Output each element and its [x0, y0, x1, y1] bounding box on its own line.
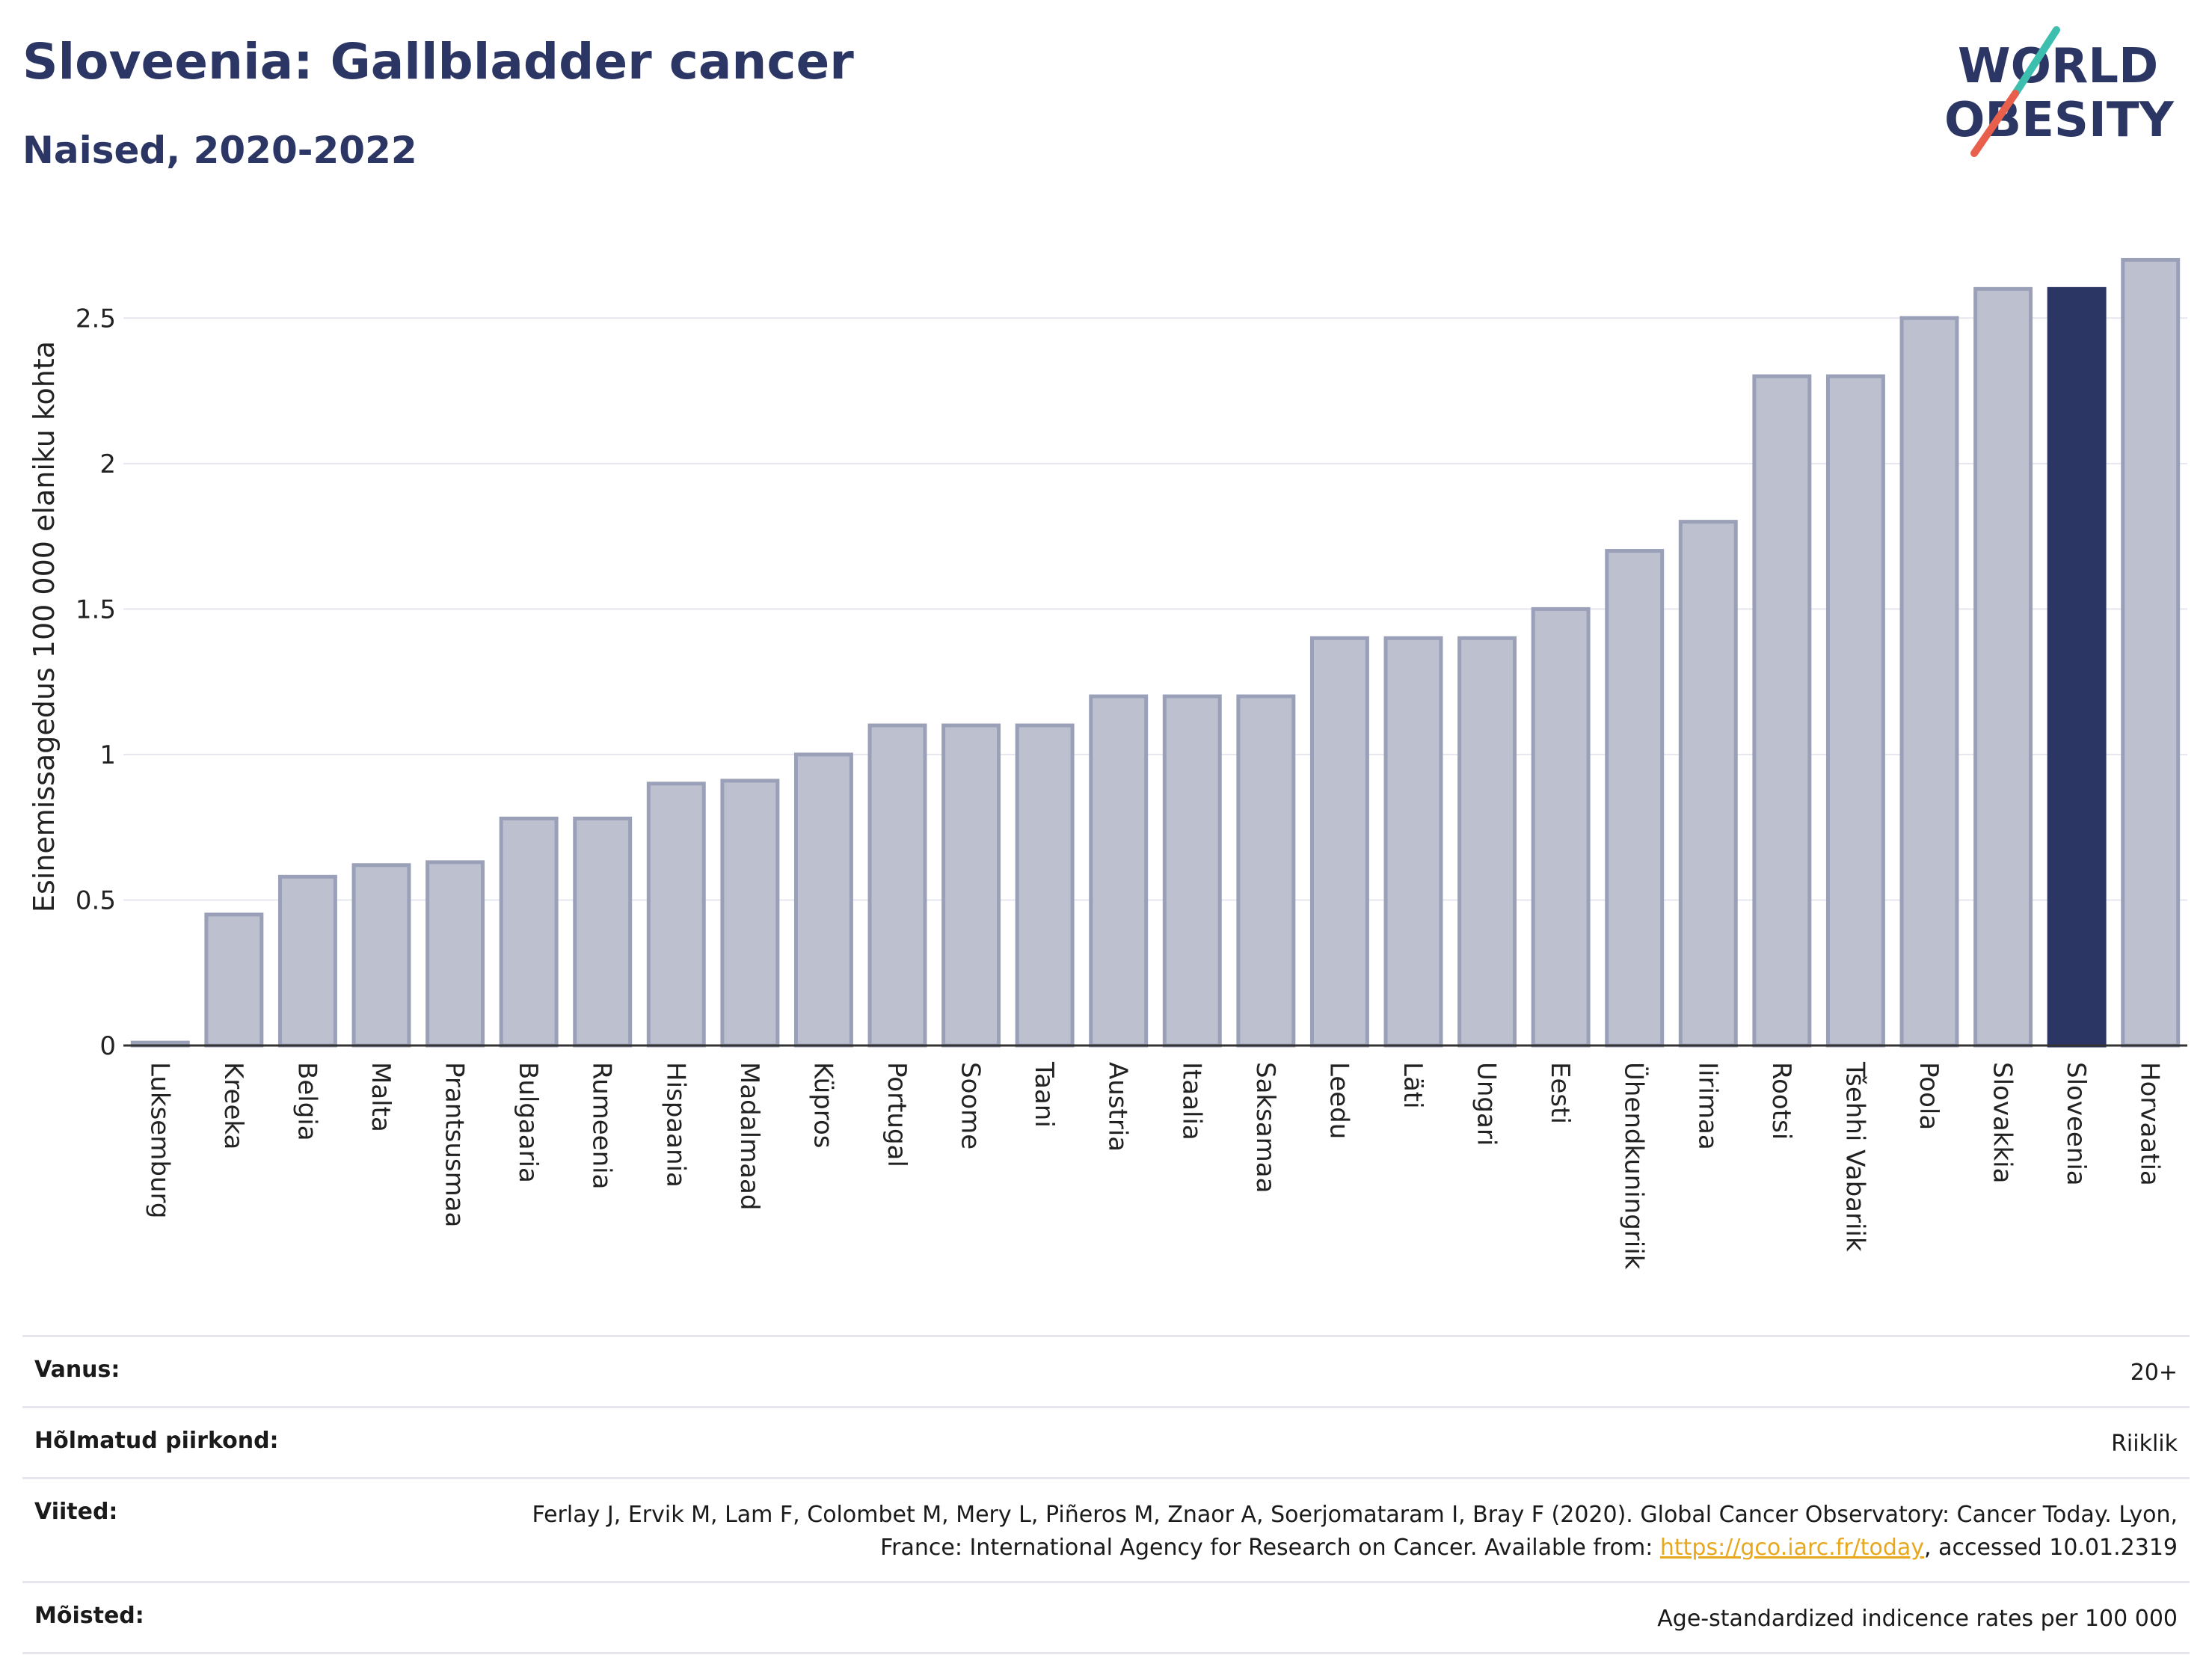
x-tick-label: Austria — [1103, 1062, 1133, 1152]
x-tick-label: Hispaania — [660, 1062, 690, 1188]
bar-eesti — [1531, 607, 1591, 1048]
bar-küpros — [793, 752, 853, 1048]
x-tick-label: Leedu — [1324, 1062, 1354, 1139]
info-row-age: Vanus: 20+ — [22, 1335, 2190, 1406]
bar-tšehhi-vabariik — [1825, 374, 1885, 1048]
bar-kreeka — [204, 912, 264, 1048]
bar-bulgaaria — [499, 817, 559, 1048]
x-tick-label: Saksamaa — [1250, 1062, 1280, 1193]
bar-horvaatia — [2121, 257, 2181, 1048]
x-tick-label: Poola — [1914, 1062, 1944, 1130]
bar-malta — [351, 863, 411, 1048]
x-tick-label: Slovakkia — [1988, 1062, 2018, 1183]
reference-link[interactable]: https://gco.iarc.fr/today — [1659, 1535, 1925, 1561]
info-value-definitions: Age-standardized indicence rates per 100… — [1657, 1606, 2178, 1632]
bar-portugal — [867, 723, 927, 1048]
bar-taani — [1015, 723, 1075, 1048]
y-tick-label: 1.5 — [76, 595, 116, 624]
x-tick-label: Rumeenia — [587, 1062, 617, 1189]
logo-text-world: WORLD — [1958, 39, 2158, 94]
x-tick-label: Portugal — [882, 1062, 912, 1167]
x-axis-labels: Luksemburg Kreeka Belgia Malta Prantsusmaa Bu… — [144, 1061, 2164, 1270]
info-label-region: Hõlmatud piirkond: — [34, 1428, 279, 1454]
bar-hispaania — [646, 782, 706, 1048]
x-tick-label: Kreeka — [218, 1062, 248, 1149]
y-axis-label: Esinemissagedus 100 000 elaniku kohta — [28, 341, 61, 912]
chart-subtitle: Naised, 2020-2022 — [22, 129, 417, 172]
bar-saksamaa — [1236, 694, 1296, 1048]
logo-slash-red — [1970, 90, 2019, 157]
info-row-references: Viited: Ferlay J, Ervik M, Lam F, Colomb… — [22, 1477, 2190, 1581]
info-label-references: Viited: — [34, 1499, 118, 1525]
x-tick-label: Ungari — [1472, 1062, 1502, 1146]
bar-iirimaa — [1678, 520, 1738, 1048]
bar-belgia — [277, 874, 337, 1048]
y-tick-label: 2.5 — [76, 304, 116, 334]
reference-text-after: , accessed 10.01.2319 — [1924, 1535, 2178, 1561]
bar-austria — [1089, 694, 1149, 1048]
bars — [130, 257, 2181, 1048]
x-tick-label: Ühendkuningriik — [1619, 1062, 1650, 1270]
info-row-definitions: Mõisted: Age-standardized indicence rate… — [22, 1581, 2190, 1654]
y-tick-label: 0.5 — [76, 885, 116, 915]
x-tick-label: Iirimaa — [1692, 1062, 1722, 1150]
bar-sloveenia — [2047, 286, 2107, 1048]
y-tick-label: 2 — [99, 449, 116, 479]
chart-title: Sloveenia: Gallbladder cancer — [22, 33, 854, 90]
x-tick-label: Itaalia — [1176, 1062, 1206, 1140]
info-row-region: Hõlmatud piirkond: Riiklik — [22, 1406, 2190, 1477]
bar-madalmaad — [720, 779, 780, 1048]
bar-ühendkuningriik — [1605, 549, 1665, 1048]
x-tick-label: Malta — [366, 1062, 396, 1132]
bar-läti — [1383, 636, 1443, 1048]
x-tick-label: Soome — [956, 1062, 986, 1149]
x-tick-label: Bulgaaria — [513, 1062, 543, 1183]
info-label-definitions: Mõisted: — [34, 1603, 144, 1629]
x-tick-label: Prantsusmaa — [440, 1062, 470, 1227]
bar-itaalia — [1162, 694, 1222, 1048]
bar-chart: 0 0.5 1 1.5 2 2.5 Luksemburg Kreeka Belgia Malta… — [28, 257, 2187, 1270]
x-tick-label: Küpros — [808, 1062, 838, 1148]
bar-leedu — [1309, 636, 1369, 1048]
x-tick-label: Horvaatia — [2135, 1062, 2165, 1186]
bar-prantsusmaa — [425, 860, 485, 1048]
bar-slovakkia — [1973, 286, 2033, 1048]
info-value-references: Ferlay J, Ervik M, Lam F, Colombet M, Me… — [458, 1499, 2178, 1565]
world-obesity-logo: WORLD OBESITY — [1944, 26, 2174, 157]
bar-poola — [1899, 316, 1959, 1048]
bar-rumeenia — [573, 817, 633, 1048]
x-tick-label: Luksemburg — [144, 1062, 174, 1218]
bar-soome — [941, 723, 1001, 1048]
x-tick-label: Belgia — [292, 1062, 322, 1141]
info-value-region: Riiklik — [2111, 1431, 2178, 1457]
y-tick-label: 1 — [99, 740, 116, 770]
info-value-age: 20+ — [2130, 1360, 2178, 1386]
x-tick-label: Läti — [1398, 1062, 1428, 1109]
x-tick-label: Sloveenia — [2061, 1062, 2091, 1186]
x-tick-label: Taani — [1029, 1061, 1059, 1128]
logo-slash-teal — [2012, 26, 2060, 97]
x-tick-label: Eesti — [1545, 1062, 1575, 1124]
bar-rootsi — [1752, 374, 1812, 1048]
y-tick-label: 0 — [99, 1031, 116, 1061]
info-table: Vanus: 20+ Hõlmatud piirkond: Riiklik Vi… — [22, 1335, 2190, 1654]
y-axis-ticks: 0 0.5 1 1.5 2 2.5 — [76, 304, 116, 1061]
bar-ungari — [1457, 636, 1517, 1048]
x-tick-label: Madalmaad — [734, 1062, 764, 1210]
x-tick-label: Rootsi — [1766, 1062, 1796, 1140]
reference-text: Ferlay J, Ervik M, Lam F, Colombet M, Me… — [532, 1502, 2178, 1561]
info-label-age: Vanus: — [34, 1357, 120, 1383]
x-tick-label: Tšehhi Vabariik — [1840, 1061, 1870, 1252]
